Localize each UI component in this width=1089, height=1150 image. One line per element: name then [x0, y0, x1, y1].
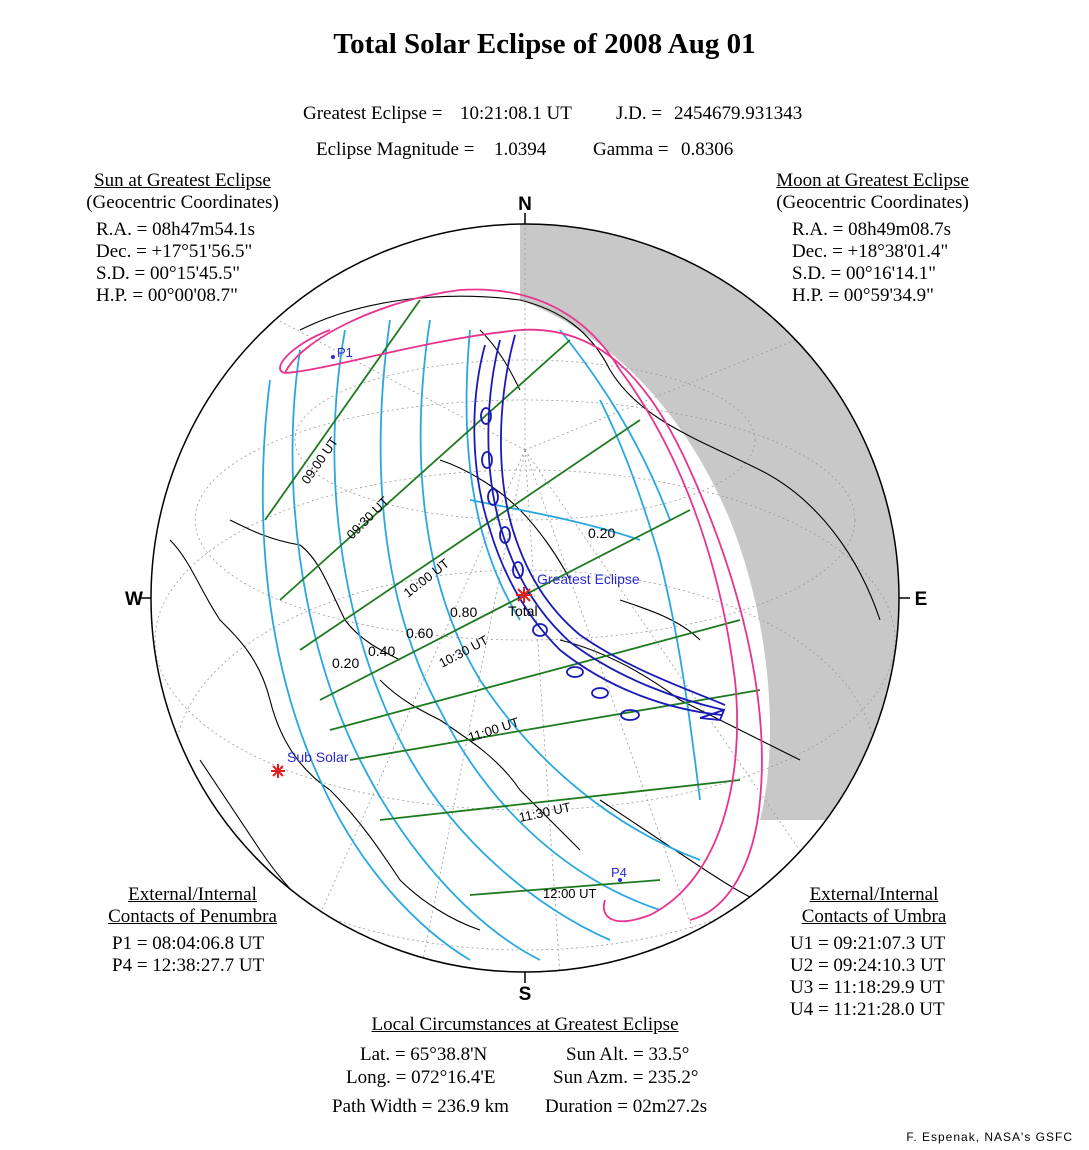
p4-point	[618, 878, 622, 882]
contact-u2: U2 = 09:24:10.3 UT	[790, 955, 946, 976]
julian-date-label: J.D. =	[616, 103, 663, 124]
moon-heading: Moon at Greatest Eclipse	[776, 170, 969, 191]
compass-north: N	[518, 194, 532, 215]
sun-block-heading: Sun at Greatest Eclipse (Geocentric Coor…	[60, 170, 305, 214]
penumbra-contacts: P1 = 08:04:06.8 UT P4 = 12:38:27.7 UT	[112, 933, 264, 977]
contact-u3: U3 = 11:18:29.9 UT	[790, 977, 945, 998]
p1-point	[331, 355, 335, 359]
sub-solar-label: Sub Solar	[287, 749, 349, 765]
magnitude-label: 0.60	[406, 625, 433, 641]
sub-solar-marker	[271, 764, 285, 778]
magnitude-curves	[261, 319, 701, 961]
magnitude-labels: 0.20 0.40 0.60 0.80 0.20	[332, 525, 615, 671]
page-title: Total Solar Eclipse of 2008 Aug 01	[333, 28, 756, 60]
magnitude-label: 0.20	[332, 655, 359, 671]
contact-p4: P4 = 12:38:27.7 UT	[112, 955, 265, 976]
total-label: Total	[508, 603, 538, 619]
credit-text: F. Espenak, NASA's GSFC	[906, 1130, 1073, 1144]
sun-subheading: (Geocentric Coordinates)	[86, 192, 279, 213]
gamma-value: 0.8306	[681, 139, 734, 160]
p1-label: P1	[337, 345, 353, 360]
local-sun-azimuth: Sun Azm. = 235.2°	[553, 1067, 699, 1088]
sun-dec: Dec. = +17°51'56.5"	[96, 241, 253, 262]
contact-u4: U4 = 11:21:28.0 UT	[790, 999, 945, 1020]
sun-heading: Sun at Greatest Eclipse	[94, 170, 271, 191]
greatest-eclipse-value: 10:21:08.1 UT	[460, 103, 572, 124]
moon-sd: S.D. = 00°16'14.1"	[792, 263, 937, 284]
time-label: 10:30 UT	[436, 632, 490, 670]
local-latitude: Lat. = 65°38.8'N	[360, 1044, 488, 1065]
time-label: 10:00 UT	[401, 556, 452, 601]
local-longitude: Long. = 072°16.4'E	[346, 1067, 496, 1088]
compass-west: W	[125, 589, 143, 610]
moon-block-heading: Moon at Greatest Eclipse (Geocentric Coo…	[750, 170, 995, 214]
penumbra-heading-line2: Contacts of Penumbra	[108, 906, 277, 927]
sun-sd: S.D. = 00°15'45.5"	[96, 263, 241, 284]
umbra-heading: External/Internal Contacts of Umbra	[764, 884, 984, 928]
local-circumstances-heading: Local Circumstances at Greatest Eclipse	[371, 1014, 679, 1035]
umbra-heading-line1: External/Internal	[809, 884, 939, 905]
moon-coordinates: R.A. = 08h49m08.7s Dec. = +18°38'01.4" S…	[792, 219, 951, 307]
compass-east: E	[915, 589, 928, 610]
local-duration: Duration = 02m27.2s	[545, 1096, 708, 1117]
gamma-label: Gamma =	[593, 139, 669, 160]
penumbra-heading-line1: External/Internal	[128, 884, 257, 905]
local-sun-altitude: Sun Alt. = 33.5°	[566, 1044, 690, 1065]
time-label: 12:00 UT	[543, 886, 597, 901]
umbra-path	[473, 334, 726, 721]
moon-hp: H.P. = 00°59'34.9"	[792, 285, 934, 306]
time-label: 11:00 UT	[466, 714, 521, 745]
greatest-eclipse-label: Greatest Eclipse =	[303, 103, 443, 124]
umbra-contacts: U1 = 09:21:07.3 UT U2 = 09:24:10.3 UT U3…	[790, 933, 945, 1021]
moon-subheading: (Geocentric Coordinates)	[776, 192, 969, 213]
eclipse-magnitude-value: 1.0394	[494, 139, 547, 160]
penumbra-limits	[279, 288, 763, 923]
greatest-eclipse-marker	[516, 587, 532, 603]
greatest-eclipse-map-label: Greatest Eclipse	[537, 571, 640, 587]
sun-hp: H.P. = 00°00'08.7"	[96, 285, 238, 306]
globe-outline	[150, 223, 900, 973]
p4-label: P4	[611, 865, 627, 880]
contact-p1: P1 = 08:04:06.8 UT	[112, 933, 265, 954]
penumbra-heading: External/Internal Contacts of Penumbra	[80, 884, 305, 928]
magnitude-label: 0.40	[368, 643, 395, 659]
julian-date-value: 2454679.931343	[674, 103, 803, 124]
sun-coordinates: R.A. = 08h47m54.1s Dec. = +17°51'56.5" S…	[96, 219, 255, 307]
sun-ra: R.A. = 08h47m54.1s	[96, 219, 256, 240]
contact-u1: U1 = 09:21:07.3 UT	[790, 933, 946, 954]
compass-ticks	[140, 213, 910, 983]
magnitude-label: 0.20	[588, 525, 615, 541]
magnitude-label: 0.80	[450, 604, 477, 620]
moon-ra: R.A. = 08h49m08.7s	[792, 219, 952, 240]
eclipse-magnitude-label: Eclipse Magnitude =	[316, 139, 475, 160]
moon-dec: Dec. = +18°38'01.4"	[792, 241, 949, 262]
coastlines	[169, 295, 881, 931]
local-path-width: Path Width = 236.9 km	[332, 1096, 509, 1117]
umbra-heading-line2: Contacts of Umbra	[801, 906, 947, 927]
compass-south: S	[519, 984, 532, 1005]
